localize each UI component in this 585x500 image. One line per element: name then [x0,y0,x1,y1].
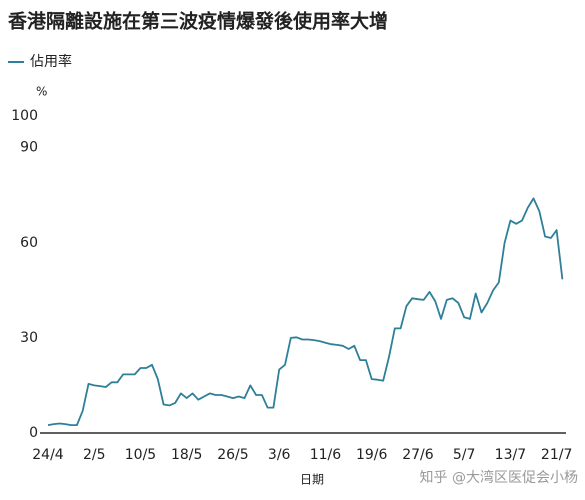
y-tick-label: 0 [29,425,38,441]
x-tick-label: 10/5 [125,447,156,463]
x-tick-label: 13/7 [495,447,526,463]
x-tick-label: 26/5 [217,447,248,463]
x-tick-label: 18/5 [171,447,202,463]
watermark: 知乎 @大湾区医促会小杨 [420,469,578,486]
x-tick-label: 21/7 [541,447,572,463]
x-tick-label: 2/5 [83,447,106,463]
legend-label: 佔用率 [30,53,72,70]
y-tick-label: 90 [20,140,38,156]
y-tick-label: 60 [20,235,38,251]
x-axis-label: 日期 [300,473,324,487]
x-tick-label: 5/7 [453,447,476,463]
x-tick-label: 27/6 [402,447,434,463]
x-tick-label: 19/6 [356,447,388,463]
chart-title: 香港隔離設施在第三波疫情爆發後使用率大增 [7,10,388,33]
y-unit: % [36,85,47,99]
y-tick-label: 100 [11,108,38,124]
x-tick-label: 24/4 [32,447,64,463]
data-line [47,197,564,426]
y-tick-label: 30 [20,330,38,346]
x-tick-label: 3/6 [268,447,291,463]
x-tick-label: 11/6 [310,447,342,463]
